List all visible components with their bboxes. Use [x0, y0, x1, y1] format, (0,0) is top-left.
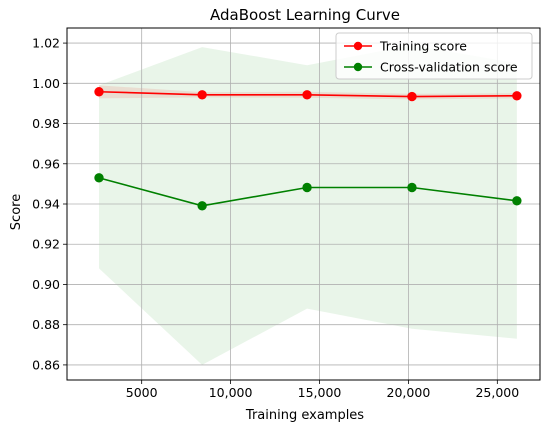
x-tick-label: 5000 [126, 385, 158, 400]
legend-swatch-marker-cross-validation [353, 62, 363, 72]
y-tick-label: 1.00 [32, 76, 60, 91]
y-tick-label: 0.94 [32, 197, 60, 212]
y-tick-label: 0.96 [32, 156, 60, 171]
y-tick-label: 1.02 [32, 36, 60, 51]
data-point-training [94, 87, 104, 97]
x-tick-label: 20,000 [387, 385, 431, 400]
x-tick-label: 10,000 [209, 385, 253, 400]
data-point-cross-validation [94, 173, 104, 183]
y-tick-label: 0.98 [32, 116, 60, 131]
data-point-cross-validation [302, 182, 312, 193]
band-cross-validation [99, 45, 517, 365]
y-tick-label: 0.88 [32, 317, 60, 332]
legend-swatch-marker-training [353, 41, 363, 51]
data-point-training [302, 90, 312, 100]
legend-label-training: Training score [379, 39, 467, 54]
x-tick-label: 15,000 [298, 385, 342, 400]
x-tick-label: 25,000 [475, 385, 519, 400]
data-point-training [407, 91, 417, 102]
y-tick-label: 0.90 [32, 277, 60, 292]
data-point-training [197, 90, 207, 100]
legend: Training score Cross-validation score [335, 32, 533, 80]
y-axis-label: Score [9, 194, 24, 230]
chart-title: AdaBoost Learning Curve [210, 6, 400, 24]
legend-label-cross-validation: Cross-validation score [380, 60, 518, 75]
y-tick-label: 0.92 [32, 237, 60, 252]
x-axis-label: Training examples [245, 408, 364, 423]
data-point-cross-validation [407, 182, 417, 193]
data-point-training [512, 91, 522, 101]
series-layer [94, 87, 522, 211]
data-point-cross-validation [197, 201, 207, 211]
y-tick-label: 0.86 [32, 357, 60, 372]
legend-box [335, 32, 533, 80]
data-point-cross-validation [512, 196, 522, 206]
